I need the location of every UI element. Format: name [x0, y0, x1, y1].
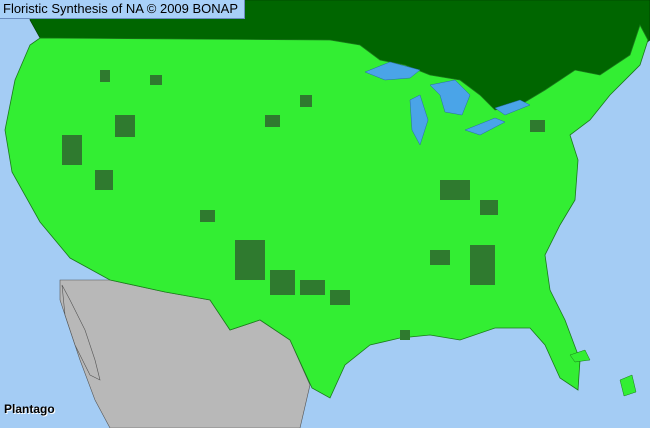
great-lakes: [364, 61, 531, 146]
taxon-label: Plantago: [4, 402, 55, 416]
dark-county-patches: [62, 70, 545, 340]
caribbean-islands: [569, 349, 637, 397]
map-title: Floristic Synthesis of NA © 2009 BONAP: [0, 0, 246, 19]
baja-peninsula: [61, 284, 101, 381]
